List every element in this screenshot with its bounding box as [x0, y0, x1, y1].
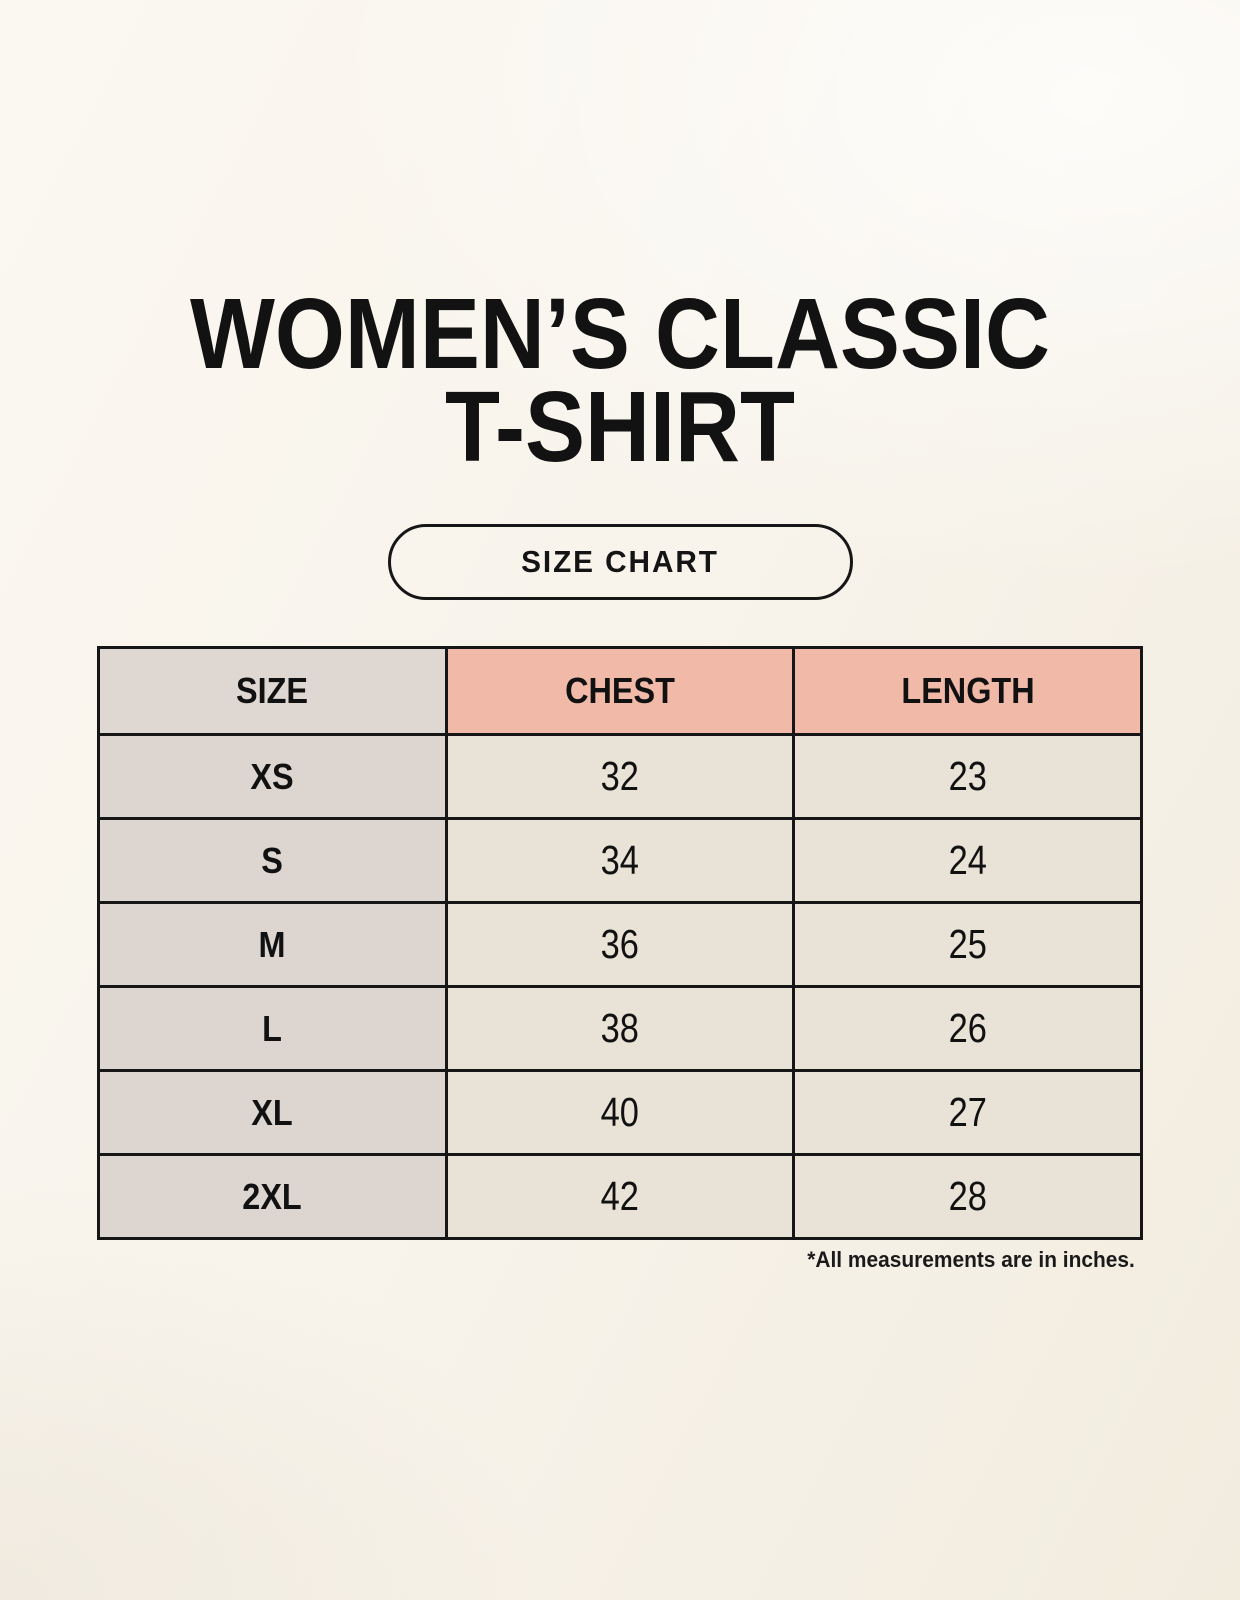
- table-row-2xl: 2XL 42 28: [97, 1153, 1143, 1240]
- chest-cell: 38: [444, 985, 796, 1072]
- chest-cell: 36: [444, 901, 796, 988]
- chest-cell: 40: [444, 1069, 796, 1156]
- size-chart-button[interactable]: SIZE CHART: [387, 524, 853, 600]
- column-header-size: SIZE: [97, 646, 448, 736]
- page-title-line-1: WOMEN’S CLASSIC: [189, 278, 1051, 390]
- size-cell: L: [97, 985, 448, 1072]
- table-row-s: S 34 24: [97, 817, 1143, 904]
- size-table-header-row: SIZE CHEST LENGTH: [97, 646, 1143, 736]
- column-header-length: LENGTH: [792, 646, 1143, 736]
- page-title: WOMEN’S CLASSIC T-SHIRT: [0, 278, 1240, 483]
- length-cell: 24: [792, 817, 1143, 904]
- length-cell: 26: [792, 985, 1143, 1072]
- length-cell: 23: [792, 733, 1143, 820]
- chest-cell: 42: [444, 1153, 796, 1240]
- table-row-l: L 38 26: [97, 985, 1143, 1072]
- column-header-chest: CHEST: [444, 646, 796, 736]
- size-cell: M: [97, 901, 448, 988]
- size-cell: XL: [97, 1069, 448, 1156]
- size-cell: 2XL: [97, 1153, 448, 1240]
- measurements-footnote: *All measurements are in inches.: [807, 1247, 1135, 1272]
- table-row-m: M 36 25: [97, 901, 1143, 988]
- table-row-xl: XL 40 27: [97, 1069, 1143, 1156]
- size-table: SIZE CHEST LENGTH XS 32 23 S 34 24 M 36 …: [97, 646, 1143, 1240]
- size-chart-badge-container: SIZE CHART: [0, 524, 1240, 600]
- size-cell: S: [97, 817, 448, 904]
- size-chart-button-label: SIZE CHART: [521, 544, 719, 579]
- length-cell: 27: [792, 1069, 1143, 1156]
- table-row-xs: XS 32 23: [97, 733, 1143, 820]
- length-cell: 25: [792, 901, 1143, 988]
- chest-cell: 34: [444, 817, 796, 904]
- length-cell: 28: [792, 1153, 1143, 1240]
- page-title-line-2: T-SHIRT: [445, 371, 795, 483]
- chest-cell: 32: [444, 733, 796, 820]
- size-cell: XS: [97, 733, 448, 820]
